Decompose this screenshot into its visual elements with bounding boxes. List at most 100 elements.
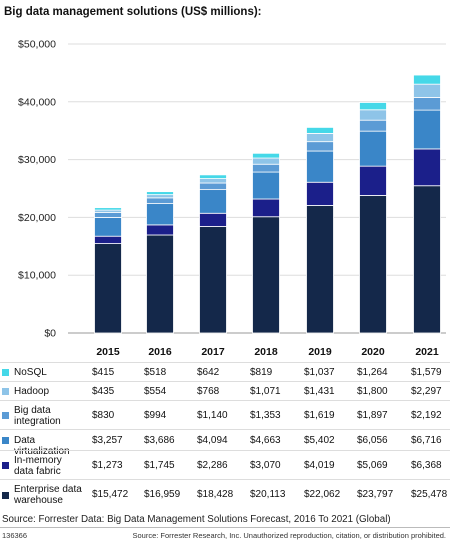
source-note: Source: Forrester Data: Big Data Managem… (2, 514, 391, 525)
y-tick-label: $40,000 (18, 96, 56, 108)
bar-segment (359, 102, 387, 111)
y-tick-label: $10,000 (18, 270, 56, 282)
legend-row: Data virtualization $3,257 $3,686 $4,094 $4,… (0, 429, 450, 457)
data-label: $6,056 (357, 434, 388, 446)
stacked-bar-chart: $0 $10,000 $20,000 $30,000 $40,000 $50,000 20… (18, 39, 446, 356)
data-label: $1,745 (144, 459, 175, 471)
bar-segment (252, 152, 280, 159)
bar-segment (413, 74, 441, 85)
data-label: $18,428 (197, 489, 234, 500)
bar-segment (199, 189, 227, 214)
bar-segment (306, 141, 334, 152)
x-tick-label: 2016 (148, 346, 172, 356)
bar-segment (306, 127, 334, 134)
bar-segment (413, 109, 441, 150)
footer-divider (0, 527, 450, 528)
legend-label: Big data integration (14, 404, 61, 427)
x-tick-label: 2018 (254, 346, 278, 356)
bar-segment (94, 235, 122, 244)
data-label: $4,019 (304, 459, 335, 471)
bar-segment (199, 212, 227, 227)
data-label: $415 (92, 366, 115, 378)
data-label: $1,037 (304, 366, 335, 378)
legend-row: Enterprise data warehouse $15,472 $16,959 $1… (0, 479, 450, 510)
legend-swatch (2, 412, 9, 419)
bar-segment (146, 191, 174, 196)
footer-id: 136366 (2, 531, 28, 540)
bar-segment (359, 165, 387, 196)
legend-label: Hadoop (14, 386, 50, 397)
legend-row: Big data integration $830 $994 $1,140 $1,353 $… (0, 400, 450, 430)
bar-segment (252, 171, 280, 200)
data-label: $1,579 (411, 366, 442, 378)
data-label: $6,716 (411, 434, 442, 446)
data-label: $642 (197, 366, 220, 378)
data-label: $3,686 (144, 434, 175, 446)
data-label: $6,368 (411, 459, 442, 471)
data-label: $1,071 (250, 385, 281, 397)
y-tick-label: $50,000 (18, 39, 56, 51)
data-label: $1,264 (357, 366, 388, 378)
legend-swatch (2, 491, 9, 499)
data-label: $3,070 (250, 459, 281, 471)
bar-segment (199, 226, 227, 334)
data-label: $1,897 (357, 409, 388, 421)
legend-swatch (2, 369, 9, 376)
bar-segment (306, 150, 334, 183)
data-label: $22,062 (304, 489, 341, 500)
bar-segment (252, 216, 280, 334)
bar-segment (413, 83, 441, 98)
data-label: $2,297 (411, 385, 442, 397)
data-label: $23,797 (357, 489, 394, 500)
bar-segment (252, 163, 280, 173)
data-label: $1,619 (304, 409, 335, 421)
bar-segment (413, 148, 441, 187)
data-label: $5,069 (357, 459, 388, 471)
y-tick-label: $30,000 (18, 154, 56, 166)
bar-segment (199, 182, 227, 191)
legend-swatch (2, 388, 9, 395)
legend-label: In-memory data fabric (14, 454, 62, 477)
legend-row: NoSQL $415 $518 $642 $819 $1,037 $1,264 $1,579 (0, 362, 450, 382)
data-label: $1,800 (357, 385, 388, 397)
bar-segment (94, 212, 122, 218)
data-label: $4,663 (250, 434, 281, 446)
bar-segment (94, 243, 122, 334)
footer-copyright: Source: Forrester Research, Inc. Unautho… (132, 531, 447, 540)
data-label: $1,273 (92, 459, 123, 471)
bar-segment (94, 207, 122, 211)
bar-segment (199, 178, 227, 184)
bar-segment (146, 203, 174, 226)
x-tick-label: 2021 (415, 346, 439, 356)
bar-segment (359, 109, 387, 121)
bar-segment (413, 97, 441, 111)
x-tick-label: 2019 (308, 346, 332, 356)
bar-segment (146, 224, 174, 236)
bar-segment (359, 130, 387, 167)
data-label: $25,478 (411, 489, 448, 500)
y-tick-label: $0 (44, 328, 56, 340)
x-tick-label: 2015 (96, 346, 120, 356)
data-label: $1,140 (197, 409, 228, 421)
legend-swatch (2, 462, 9, 469)
bar-segment (146, 234, 174, 334)
data-label: $435 (92, 385, 115, 397)
data-label: $2,192 (411, 409, 442, 421)
data-label: $15,472 (92, 489, 129, 500)
bar-segment (146, 197, 174, 204)
legend-swatch (2, 437, 9, 444)
legend-label: Enterprise data warehouse (14, 484, 82, 506)
bar-segment (306, 181, 334, 206)
chart-title: Big data management solutions (US$ milli… (4, 6, 262, 18)
bar-segment (94, 216, 122, 237)
data-label: $819 (250, 366, 273, 378)
legend-row: In-memory data fabric $1,273 $1,745 $2,286 $3… (0, 450, 450, 480)
bar-segment (252, 157, 280, 165)
x-tick-label: 2017 (201, 346, 225, 356)
data-label: $518 (144, 366, 167, 378)
data-label: $554 (144, 385, 167, 397)
bar-segment (306, 132, 334, 143)
bar-segment (252, 198, 280, 218)
bar-segment (359, 195, 387, 334)
x-tick-label: 2020 (361, 346, 385, 356)
